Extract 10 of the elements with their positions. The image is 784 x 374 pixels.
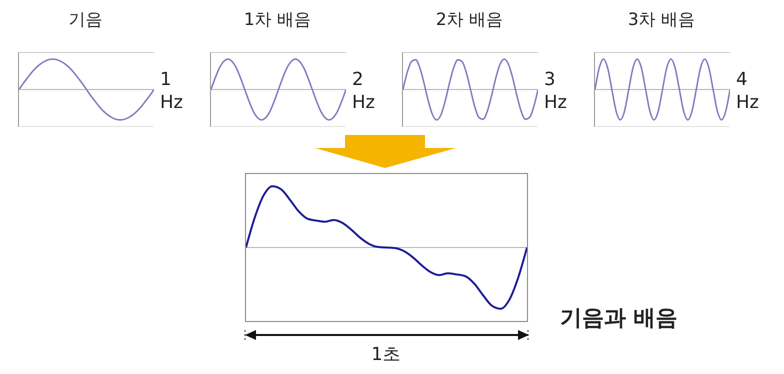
chart-title: 기음 bbox=[68, 9, 104, 31]
chart-title: 1차 배음 bbox=[242, 9, 312, 31]
text: 3 Hz bbox=[544, 68, 568, 114]
chart-title: 2차 배음 bbox=[434, 9, 504, 31]
text: 기음과 배음 bbox=[560, 305, 679, 333]
text: 1초 bbox=[370, 343, 402, 366]
chart-title: 3차 배음 bbox=[626, 9, 696, 31]
text: 1 Hz bbox=[160, 68, 184, 114]
text: 2 Hz bbox=[352, 68, 376, 114]
text: 4 Hz bbox=[736, 68, 760, 114]
